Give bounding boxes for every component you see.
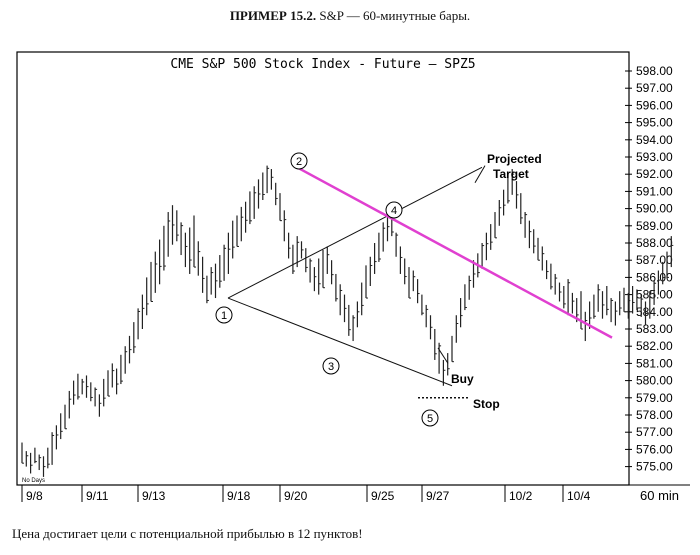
upper-trendline [296, 166, 613, 339]
lower-trendline [227, 297, 453, 387]
pattern-point-3: 3 [322, 357, 340, 375]
buy-pointer [437, 347, 449, 364]
y-tick-label: 582.00 [636, 339, 673, 353]
y-tick-label: 588.00 [636, 236, 673, 250]
figure-caption: ПРИМЕР 15.2. S&P — 60-минутные бары. [0, 8, 700, 24]
x-axis: 9/8 9/11 9/13 9/18 9/20 9/25 9/27 10/2 10/4 [21, 485, 591, 503]
point-label: 5 [427, 413, 433, 425]
x-tick-label: 9/13 [142, 489, 166, 503]
pattern-lines [227, 165, 613, 399]
point-circle [215, 306, 233, 324]
y-tick-label: 589.00 [636, 219, 673, 233]
interval-label: 60 min [640, 488, 679, 503]
y-axis: 598.00 597.00 596.00 595.00 594.00 593.00 592.… [625, 64, 673, 474]
y-tick-label: 583.00 [636, 322, 673, 336]
x-tick-label: 10/4 [567, 489, 591, 503]
y-tick-label: 587.00 [636, 253, 673, 267]
y-tick-label: 598.00 [636, 64, 673, 78]
point-label: 1 [221, 310, 227, 322]
point-label: 2 [296, 156, 302, 168]
annotation-projected: Projected [487, 152, 542, 166]
y-tick-label: 592.00 [636, 167, 673, 181]
x-tick-label: 9/20 [284, 489, 308, 503]
y-tick-label: 577.00 [636, 425, 673, 439]
annotation-stop: Stop [473, 397, 500, 411]
y-tick-label: 578.00 [636, 408, 673, 422]
corner-note: No Days [22, 478, 45, 484]
point-circle [290, 152, 308, 170]
caption-label: ПРИМЕР 15.2. [229, 8, 317, 23]
point-label: 4 [391, 205, 397, 217]
pattern-point-1: 1 [215, 306, 233, 324]
y-tick-label: 580.00 [636, 374, 673, 388]
y-tick-label: 596.00 [636, 98, 673, 112]
y-tick-label: 575.00 [636, 460, 673, 474]
y-tick-label: 586.00 [636, 270, 673, 284]
pattern-point-2: 2 [290, 152, 308, 170]
footer-note: Цена достигает цели с потенциальной приб… [12, 526, 363, 541]
y-tick-label: 590.00 [636, 202, 673, 216]
point-circle [385, 201, 403, 219]
point-circle [421, 409, 439, 427]
x-tick-label: 10/2 [509, 489, 533, 503]
pattern-point-4: 4 [385, 201, 403, 219]
chart-title: CME S&P 500 Stock Index - Future — SPZ5 [170, 57, 475, 72]
x-tick-label: 9/18 [227, 489, 251, 503]
y-tick-label: 576.00 [636, 442, 673, 456]
point-label: 3 [328, 361, 334, 373]
y-tick-label: 581.00 [636, 356, 673, 370]
x-tick-label: 9/25 [371, 489, 395, 503]
annotation-buy: Buy [451, 372, 474, 386]
pattern-point-5: 5 [421, 409, 439, 427]
y-tick-label: 595.00 [636, 116, 673, 130]
annotation-target: Target [493, 167, 529, 181]
y-tick-label: 597.00 [636, 81, 673, 95]
price-bars [21, 165, 674, 477]
caption-text: S&P — 60-минутные бары. [319, 8, 471, 23]
pattern-points: 1 2 3 4 5 [215, 152, 439, 427]
upper-projection-line [227, 166, 483, 299]
point-circle [322, 357, 340, 375]
x-tick-label: 9/8 [26, 489, 43, 503]
y-tick-label: 591.00 [636, 184, 673, 198]
y-tick-label: 593.00 [636, 150, 673, 164]
y-tick-label: 579.00 [636, 391, 673, 405]
y-tick-label: 594.00 [636, 133, 673, 147]
x-tick-label: 9/11 [86, 489, 109, 503]
x-tick-label: 9/27 [426, 489, 450, 503]
target-pointer [474, 165, 486, 184]
